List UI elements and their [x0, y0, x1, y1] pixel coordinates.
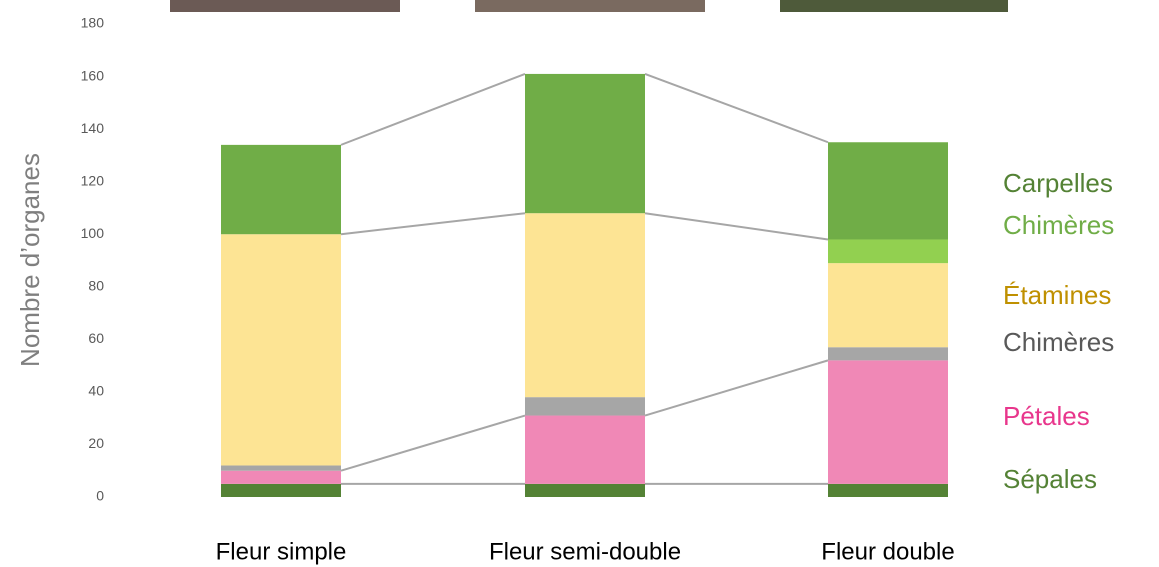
legend-label: Sépales — [1003, 464, 1097, 494]
y-tick-label: 100 — [81, 225, 105, 241]
bar-segment — [828, 239, 948, 264]
bar-segment — [525, 213, 645, 398]
x-tick-label: Fleur double — [821, 538, 954, 565]
bar-segment — [221, 465, 341, 471]
bar-segment — [221, 234, 341, 466]
bar-segment — [828, 347, 948, 361]
connector-line — [340, 212, 526, 236]
legend-label: Pétales — [1003, 401, 1090, 431]
bar-segment — [828, 142, 948, 240]
bar-segment — [221, 144, 341, 235]
connector-line — [644, 359, 829, 417]
bar-segment — [221, 483, 341, 497]
bar-segment — [525, 73, 645, 214]
y-axis-title: Nombre d’organes — [15, 153, 45, 367]
flower-photo — [475, 0, 705, 12]
y-tick-label: 0 — [96, 488, 104, 504]
y-tick-label: 60 — [88, 330, 104, 346]
connector-line — [340, 414, 526, 472]
flower-photo — [780, 0, 1008, 12]
bar-segment — [828, 483, 948, 497]
legend-label: Étamines — [1003, 280, 1111, 310]
legend-label: Chimères — [1003, 210, 1114, 240]
connector-line — [340, 72, 526, 146]
x-tick-label: Fleur semi-double — [489, 538, 681, 565]
y-tick-label: 120 — [81, 172, 105, 188]
connector-line — [644, 212, 829, 241]
legend-label: Carpelles — [1003, 168, 1113, 198]
y-tick-label: 20 — [88, 435, 104, 451]
bar-segment — [828, 360, 948, 484]
bar-segment — [828, 263, 948, 348]
bar-segment — [525, 397, 645, 416]
bar-segment — [525, 483, 645, 497]
y-tick-label: 140 — [81, 120, 105, 136]
y-tick-label: 80 — [88, 277, 104, 293]
flower-photo — [170, 0, 400, 12]
bar-segment — [525, 415, 645, 484]
bar-segment — [221, 470, 341, 484]
y-tick-label: 180 — [81, 15, 105, 31]
y-tick-label: 160 — [81, 67, 105, 83]
connector-line — [644, 72, 829, 144]
y-tick-label: 40 — [88, 383, 104, 399]
x-tick-label: Fleur simple — [216, 538, 347, 565]
legend-label: Chimères — [1003, 327, 1114, 357]
